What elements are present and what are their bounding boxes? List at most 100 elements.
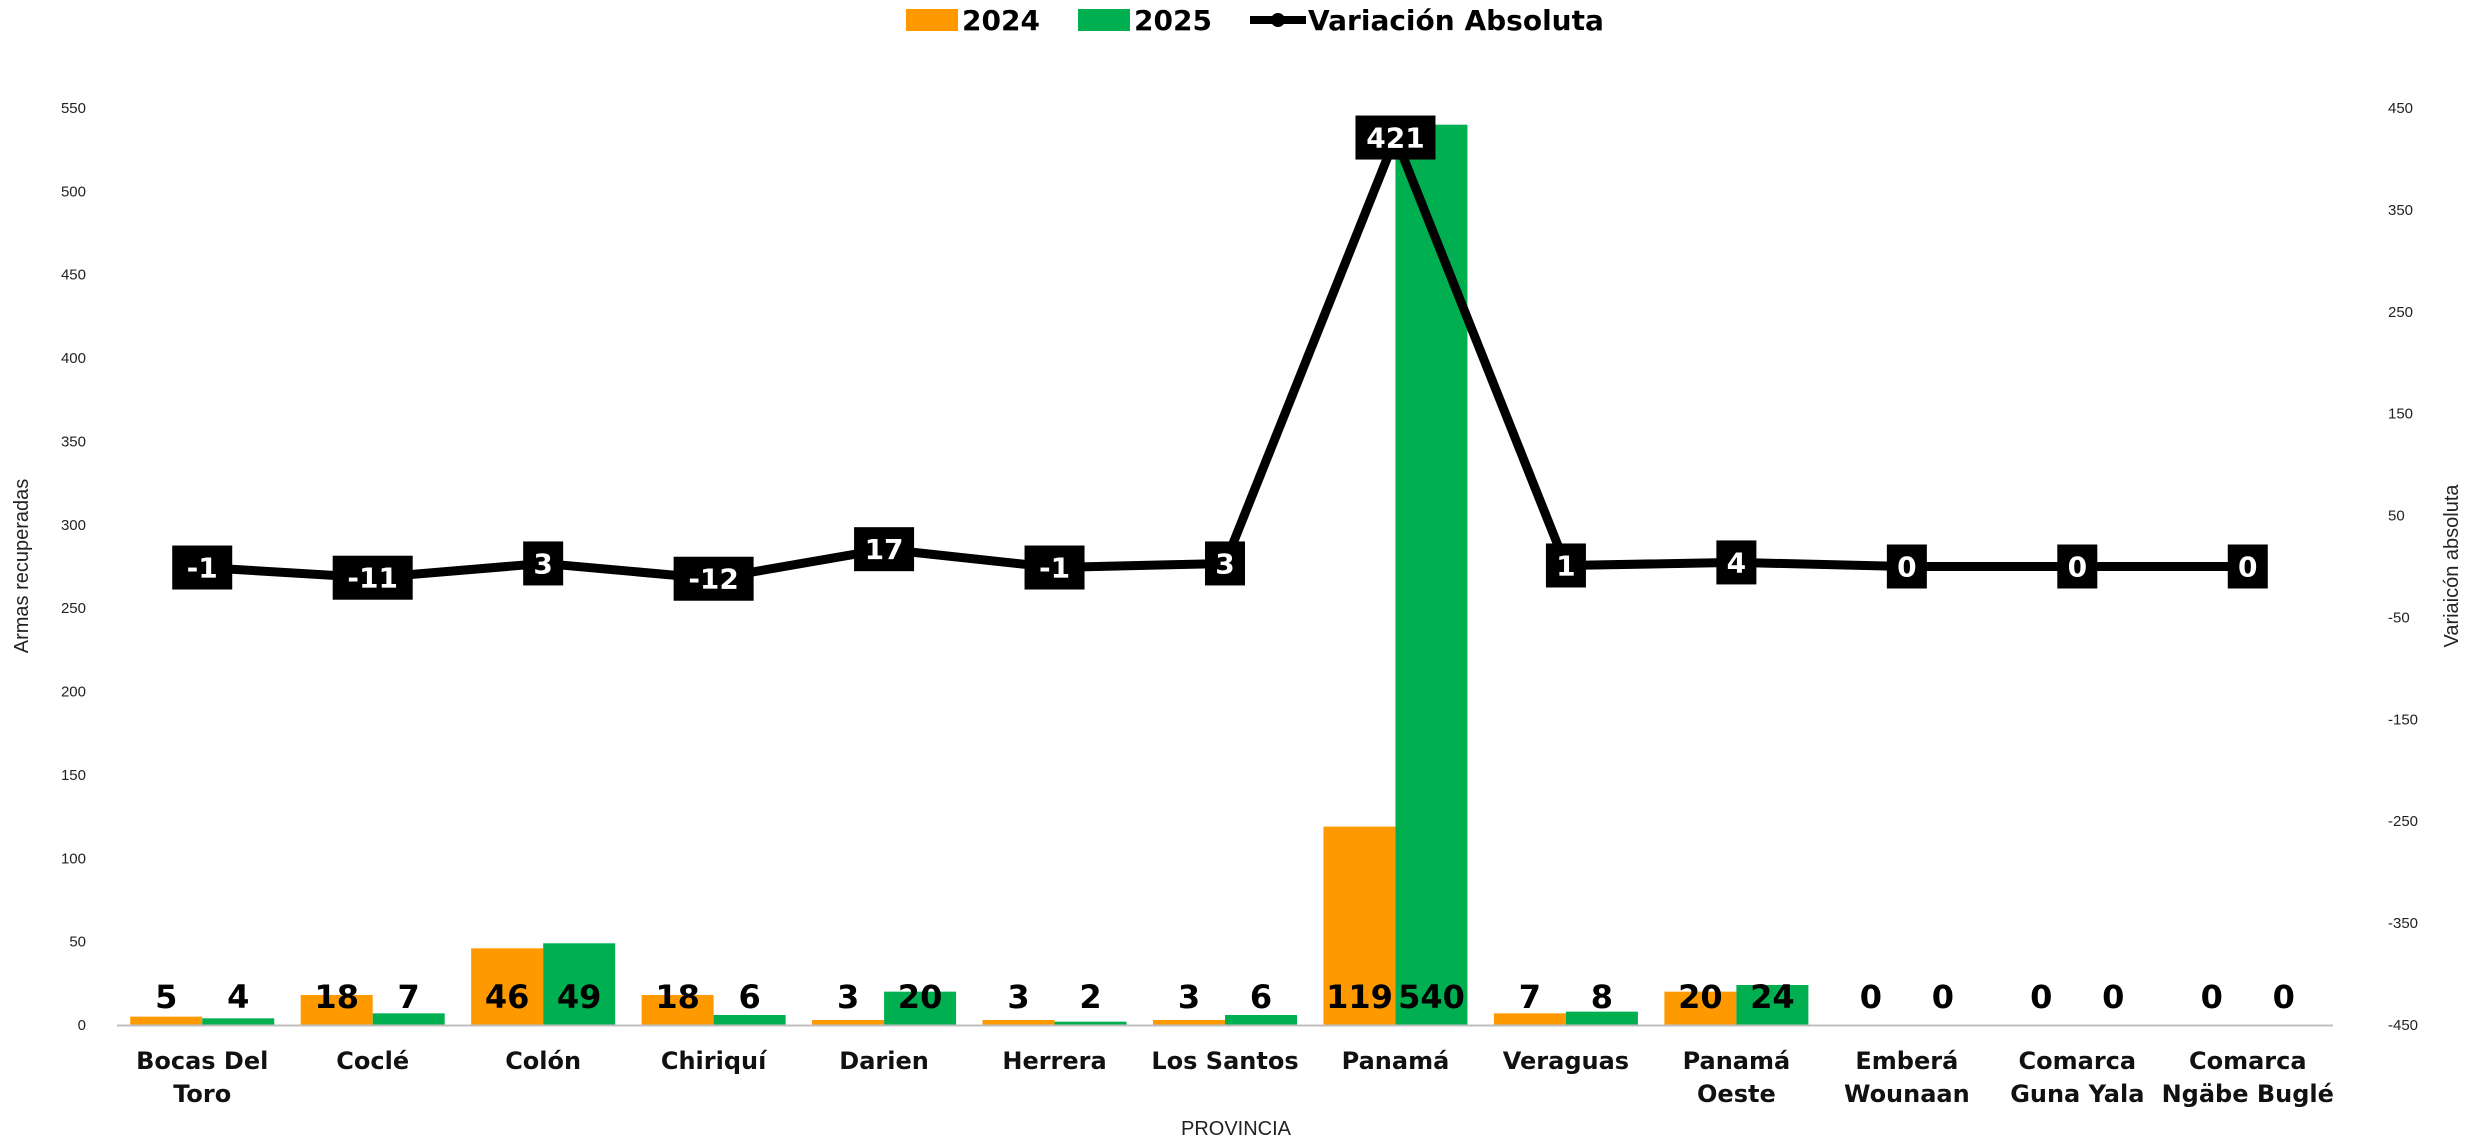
bar-data-label: 20: [1678, 978, 1723, 1016]
line-variacion-absoluta: [201, 133, 2248, 584]
category-label: Ngäbe Buglé: [2162, 1080, 2334, 1108]
line-data-label: 3: [533, 547, 552, 580]
bar-2024-1: [300, 994, 373, 1025]
line-data-label: 1: [1556, 549, 1575, 582]
bar-data-label: 6: [1250, 978, 1272, 1016]
bar-data-label: 119: [1326, 978, 1393, 1016]
bar-data-label: 0: [2201, 978, 2223, 1016]
bar-2024-4: [812, 1019, 885, 1025]
line-data-label: 421: [1366, 122, 1424, 155]
category-label: Comarca: [2019, 1047, 2137, 1075]
line-data-label: -1: [187, 552, 218, 585]
category-label: Comarca: [2189, 1047, 2307, 1075]
y-tick-label: 450: [61, 267, 86, 284]
legend-label: 2025: [1134, 4, 1212, 37]
category-label: Panamá: [1683, 1047, 1791, 1075]
y-tick-label: 350: [61, 433, 86, 450]
y-tick-label: 0: [78, 1017, 86, 1034]
line-series: -1 -11 3 -12 17 -1 3 421 1 4 0 0 0: [172, 115, 2268, 601]
y2-tick-label: -250: [2388, 813, 2418, 830]
y2-tick-label: 350: [2388, 202, 2413, 219]
category-label: Guna Yala: [2010, 1080, 2144, 1108]
y2-tick-label: -150: [2388, 711, 2418, 728]
y2-tick-label: 250: [2388, 304, 2413, 321]
bar-2025-5: [1054, 1021, 1127, 1025]
bar-data-label: 3: [1007, 978, 1029, 1016]
line-data-label: 3: [1215, 547, 1234, 580]
bar-data-label: 0: [1932, 978, 1954, 1016]
legend-label: 2024: [962, 4, 1040, 37]
bar-data-label: 3: [1178, 978, 1200, 1016]
y2-axis-title: Variaicón absoluta: [2441, 484, 2463, 648]
category-label: Chiriquí: [661, 1047, 768, 1075]
bar-2024-6: [1153, 1019, 1225, 1025]
category-label: Toro: [173, 1080, 231, 1108]
bar-data-label: 2: [1079, 978, 1101, 1016]
y-tick-label: 100: [61, 850, 86, 867]
bar-2025-8: [1565, 1011, 1638, 1025]
line-data-label: 4: [1727, 546, 1746, 579]
bar-2024-0: [130, 1016, 203, 1025]
legend-marker-icon: [1271, 13, 1285, 27]
y-axis-title: Armas recuperadas: [11, 479, 33, 654]
x-axis-title: PROVINCIA: [1181, 1118, 1292, 1140]
line-point-marker: [172, 545, 233, 590]
y-tick-label: 150: [61, 767, 86, 784]
y-tick-label: 550: [61, 100, 86, 117]
line-data-label: -11: [347, 562, 398, 595]
y-tick-label: 500: [61, 183, 86, 200]
bar-2025-4: [884, 991, 957, 1025]
y2-tick-label: -50: [2388, 609, 2410, 626]
bar-2025-0: [202, 1018, 275, 1025]
line-data-label: -12: [688, 563, 739, 596]
bar-2024-7: [1323, 826, 1396, 1025]
bar-data-label: 46: [485, 978, 530, 1016]
y-tick-label: 50: [69, 934, 86, 951]
bar-2025-1: [372, 1013, 445, 1025]
category-label: Oeste: [1697, 1080, 1776, 1108]
y2-tick-label: -350: [2388, 915, 2418, 932]
line-point-marker: [1024, 545, 1085, 590]
line-data-label: 0: [2238, 551, 2257, 584]
bar-data-label: 6: [738, 978, 760, 1016]
bar-data-label: 0: [2273, 978, 2295, 1016]
bar-data-label: 7: [398, 978, 420, 1016]
bar-data-label: 3: [837, 978, 859, 1016]
line-point-marker: [2057, 544, 2098, 589]
line-point-marker: [854, 527, 915, 572]
legend-label: Variación Absoluta: [1308, 4, 1604, 37]
right-y-axis: -450 -350 -250 -150 -50 50 150 250 350 450: [2388, 100, 2418, 1034]
y2-tick-label: 450: [2388, 100, 2413, 117]
y-tick-label: 400: [61, 350, 86, 367]
legend-swatch-2025: [1078, 9, 1130, 31]
bar-2024-3: [641, 994, 714, 1025]
bar-data-label: 20: [898, 978, 943, 1016]
line-point-marker: [332, 555, 413, 600]
line-point-marker: [1716, 540, 1757, 585]
bar-series: 5 18 46 18 3 3 3 119 7 20 0 0 0 4 7 49 6 20 2 6 540 8 24 0 0 0: [130, 124, 2295, 1025]
category-label: Los Santos: [1151, 1047, 1298, 1075]
bar-data-label: 8: [1591, 978, 1613, 1016]
y2-tick-label: 150: [2388, 406, 2413, 423]
bar-data-label: 18: [655, 978, 700, 1016]
line-data-label: -1: [1039, 552, 1070, 585]
bar-2025-2: [543, 943, 616, 1025]
category-label: Wounaan: [1844, 1080, 1970, 1108]
legend-swatch-2024: [906, 9, 958, 31]
bar-2025-9: [1736, 984, 1809, 1025]
line-point-marker: [1355, 115, 1436, 160]
category-label: Emberá: [1855, 1047, 1958, 1075]
bar-data-label: 49: [557, 978, 602, 1016]
line-data-label: 17: [865, 533, 904, 566]
legend: 2024 2025 Variación Absoluta: [906, 4, 1604, 37]
bar-2024-2: [471, 948, 544, 1025]
y2-tick-label: 50: [2388, 508, 2405, 525]
line-point-marker: [2227, 544, 2268, 589]
bar-data-label: 7: [1519, 978, 1541, 1016]
line-point-marker: [1545, 543, 1586, 588]
y2-tick-label: -450: [2388, 1017, 2418, 1034]
category-label: Darien: [839, 1047, 929, 1075]
bar-data-label: 5: [155, 978, 177, 1016]
category-label: Panamá: [1342, 1047, 1450, 1075]
